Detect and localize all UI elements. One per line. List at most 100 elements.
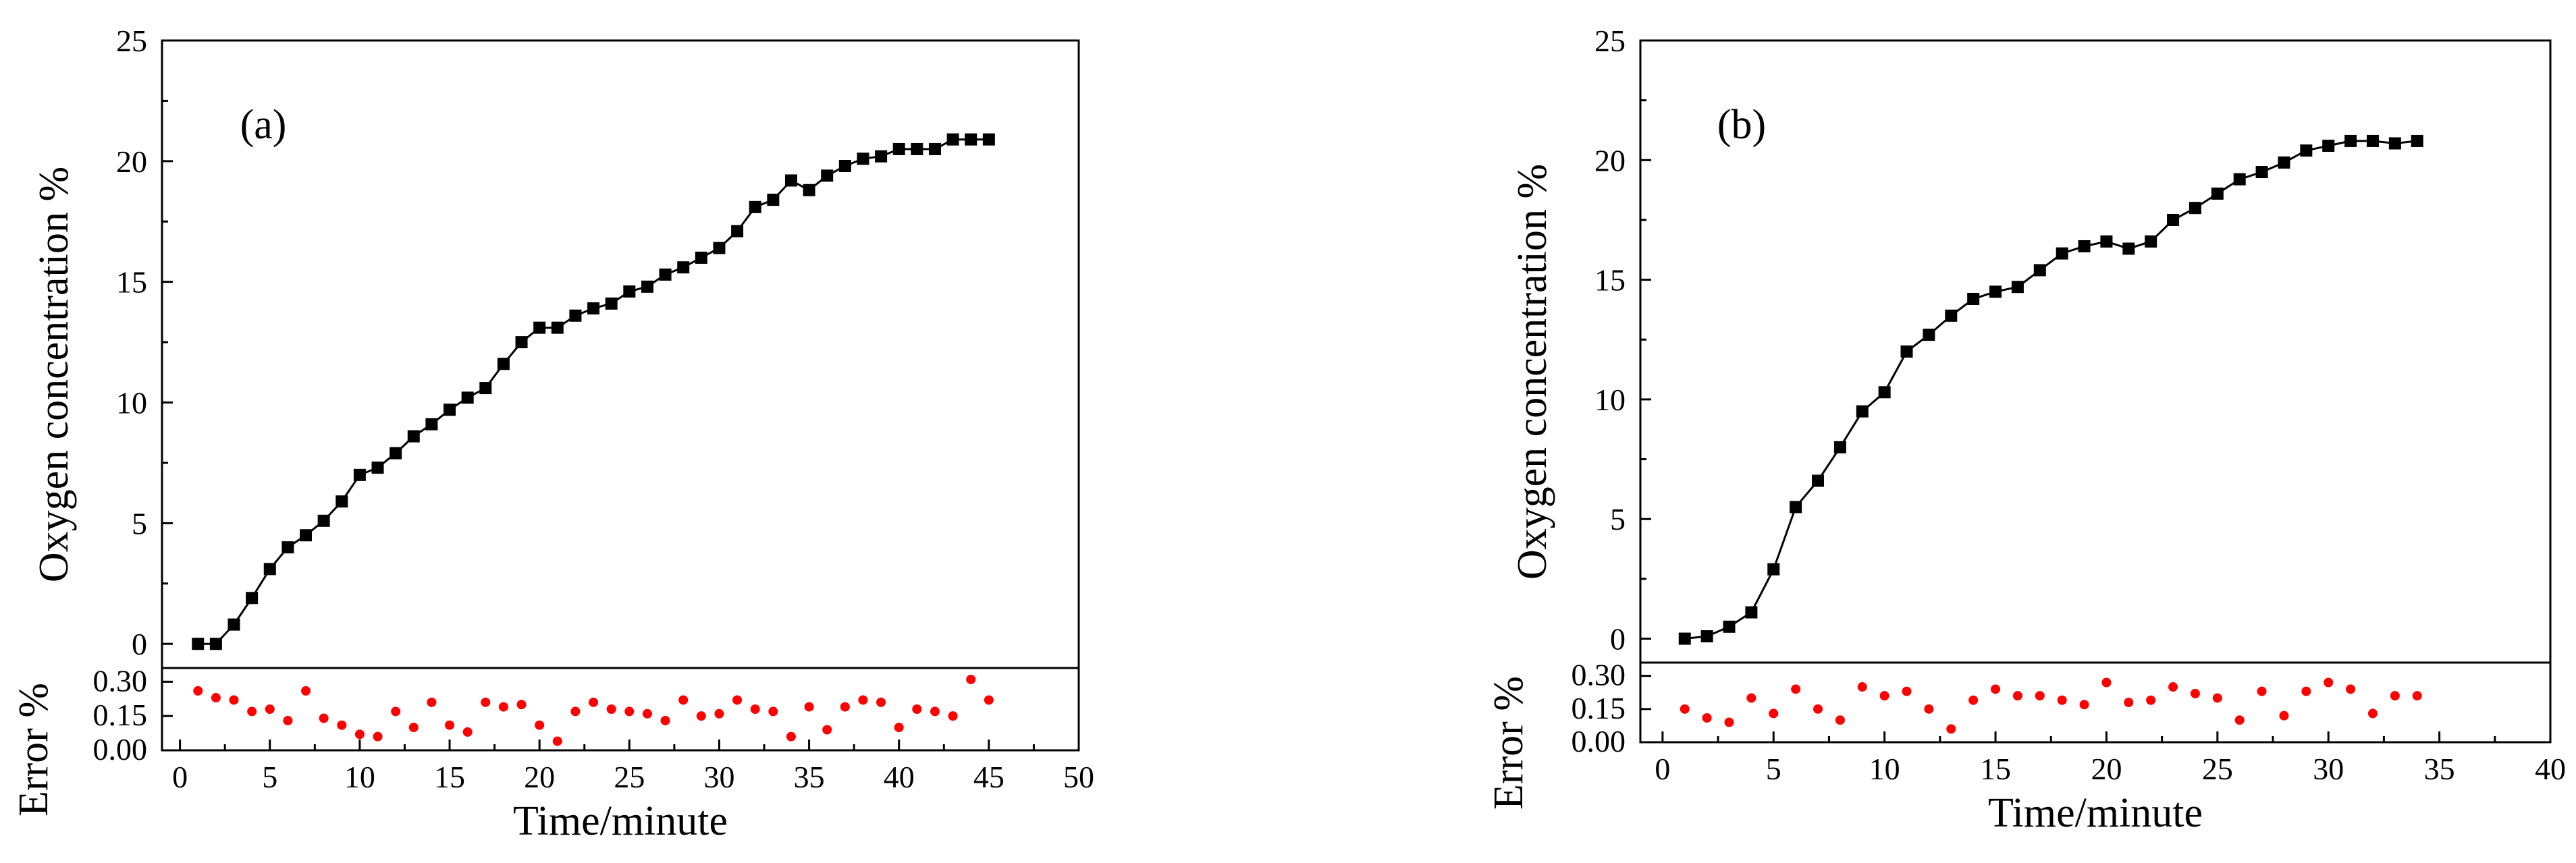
oxygen-point	[1878, 386, 1891, 399]
error-plot-frame	[161, 667, 1080, 752]
error-point	[2324, 677, 2334, 688]
error-y-tick-label: 0.30	[93, 663, 148, 698]
error-point	[858, 695, 868, 705]
oxygen-point	[713, 242, 726, 254]
oxygen-point	[461, 391, 474, 404]
x-tick-label: 20	[2091, 752, 2122, 786]
error-point	[2234, 715, 2245, 725]
oxygen-point	[2411, 134, 2423, 147]
oxygen-point	[857, 152, 869, 165]
error-point	[283, 715, 293, 725]
oxygen-point	[946, 133, 959, 146]
oxygen-point	[2011, 281, 2024, 294]
error-point	[462, 727, 473, 737]
error-point	[948, 711, 958, 721]
error-point	[840, 702, 850, 712]
oxygen-point	[982, 133, 995, 146]
error-point	[930, 706, 940, 717]
oxygen-point	[838, 160, 851, 172]
error-point	[2190, 688, 2200, 698]
oxygen-point	[551, 321, 564, 334]
x-tick-label: 0	[172, 760, 188, 794]
error-point	[1857, 682, 1867, 692]
oxygen-point	[2233, 173, 2246, 186]
x-axis-title: Time/minute	[1988, 790, 2203, 836]
error-point	[1769, 708, 1779, 719]
oxygen-point	[2100, 235, 2113, 248]
error-point	[2012, 691, 2022, 701]
x-tick-label: 25	[614, 760, 645, 794]
oxygen-point	[227, 618, 240, 631]
oxygen-point	[533, 321, 546, 334]
x-tick-label: 15	[434, 760, 465, 794]
error-point	[552, 736, 562, 746]
panel-label: (b)	[1717, 102, 1766, 148]
error-y-tick-label: 0.00	[1572, 724, 1626, 758]
error-point	[319, 713, 329, 723]
error-axis-title: Error %	[11, 683, 57, 816]
error-point	[247, 706, 257, 717]
error-point	[660, 715, 670, 725]
oxygen-point	[192, 638, 205, 650]
error-point	[1813, 704, 1823, 714]
error-point	[2346, 684, 2356, 694]
error-point	[2035, 691, 2045, 701]
oxygen-point	[317, 514, 330, 527]
oxygen-point	[911, 142, 923, 155]
oxygen-point	[353, 468, 366, 481]
oxygen-point	[767, 194, 780, 206]
x-tick-label: 30	[703, 760, 734, 794]
oxygen-point	[623, 285, 636, 298]
error-point	[2057, 695, 2067, 705]
y-axis-title: Oxygen concentration %	[31, 167, 77, 582]
oxygen-point	[2322, 140, 2335, 152]
error-axis-title: Error %	[1486, 676, 1532, 810]
error-point	[2367, 708, 2378, 719]
error-point	[732, 695, 743, 705]
x-tick-label: 15	[1980, 752, 2011, 786]
oxygen-point	[281, 541, 294, 554]
oxygen-point	[2300, 144, 2313, 157]
oxygen-point	[1812, 474, 1825, 487]
error-point	[1702, 713, 1712, 723]
error-point	[535, 720, 545, 730]
error-point	[2412, 691, 2422, 701]
error-point	[408, 723, 419, 733]
y-tick-label: 25	[1594, 24, 1626, 58]
error-point	[2146, 695, 2156, 705]
error-point	[1879, 691, 1889, 701]
oxygen-point	[677, 261, 690, 274]
oxygen-point	[731, 225, 744, 238]
oxygen-point	[875, 150, 888, 163]
error-point	[876, 697, 886, 707]
error-point	[354, 729, 365, 740]
oxygen-point	[749, 200, 761, 213]
x-tick-label: 10	[344, 760, 375, 794]
oxygen-point	[407, 430, 420, 443]
error-point	[606, 704, 616, 714]
error-point	[391, 706, 401, 717]
error-point	[570, 706, 581, 717]
oxygen-point	[2255, 166, 2268, 179]
oxygen-point	[1745, 606, 1758, 619]
error-point	[1680, 704, 1690, 714]
oxygen-point	[1723, 620, 1736, 633]
error-point	[678, 695, 689, 705]
oxygen-point	[246, 592, 259, 605]
error-point	[1946, 724, 1956, 734]
y-tick-label: 10	[116, 386, 147, 420]
oxygen-point	[479, 382, 492, 395]
x-tick-label: 35	[794, 760, 825, 794]
x-tick-label: 25	[2202, 752, 2233, 786]
x-axis-title: Time/minute	[513, 798, 728, 844]
error-point	[498, 702, 508, 712]
y-tick-label: 0	[132, 627, 147, 661]
oxygen-point	[1767, 563, 1780, 576]
error-point	[750, 704, 760, 714]
oxygen-point	[569, 309, 582, 322]
oxygen-point	[1856, 405, 1869, 418]
oxygen-point	[695, 251, 707, 264]
oxygen-point	[2145, 235, 2157, 248]
x-tick-label: 10	[1869, 752, 1900, 786]
